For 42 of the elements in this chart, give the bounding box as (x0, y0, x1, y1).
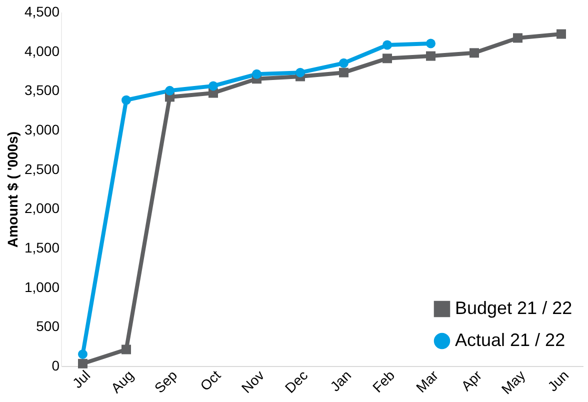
x-tick-label: Mar (412, 366, 442, 396)
point (339, 68, 348, 78)
point (339, 58, 348, 68)
x-tick-label: Jun (544, 367, 572, 394)
point (252, 69, 262, 79)
x-tick-label: Dec (282, 367, 311, 396)
point (513, 33, 522, 43)
y-tick-label: 0 (52, 358, 60, 374)
point (426, 38, 436, 48)
x-tick-label: Jul (69, 367, 94, 392)
x-tick-label: Nov (238, 367, 268, 396)
x-tick-label: Apr (458, 366, 485, 394)
point (556, 29, 566, 39)
point (382, 40, 392, 50)
x-tick-label: May (498, 367, 528, 398)
y-tick-label: 1,000 (24, 278, 60, 295)
x-tick-label: Feb (369, 366, 398, 396)
point (122, 344, 131, 354)
x-tick-label: Aug (108, 367, 137, 396)
point (208, 81, 218, 91)
point (165, 86, 174, 96)
y-tick-label: 2,500 (24, 160, 60, 177)
point (382, 54, 392, 64)
x-tick-label: Sep (151, 366, 180, 396)
point (426, 51, 436, 61)
y-tick-label: 4,500 (24, 4, 60, 20)
point (78, 349, 88, 359)
y-tick-label: 1,500 (24, 240, 60, 256)
point (296, 68, 305, 78)
y-tick-label: 2,000 (24, 200, 60, 216)
y-tick-label: 3,500 (24, 82, 60, 98)
legend-label: Budget 21 / 22 (455, 298, 572, 318)
y-tick-label: 4,000 (24, 42, 60, 59)
point (470, 48, 479, 58)
x-tick-label: Jan (326, 367, 354, 394)
y-tick-label: 500 (36, 318, 60, 334)
legend-label: Actual 21 / 22 (455, 330, 566, 350)
y-axis-title: Amount $ ( '000s) (4, 131, 20, 248)
point (78, 358, 88, 368)
y-tick-label: 3,000 (24, 122, 60, 138)
point (122, 95, 131, 105)
x-tick-label: Oct (196, 367, 224, 394)
